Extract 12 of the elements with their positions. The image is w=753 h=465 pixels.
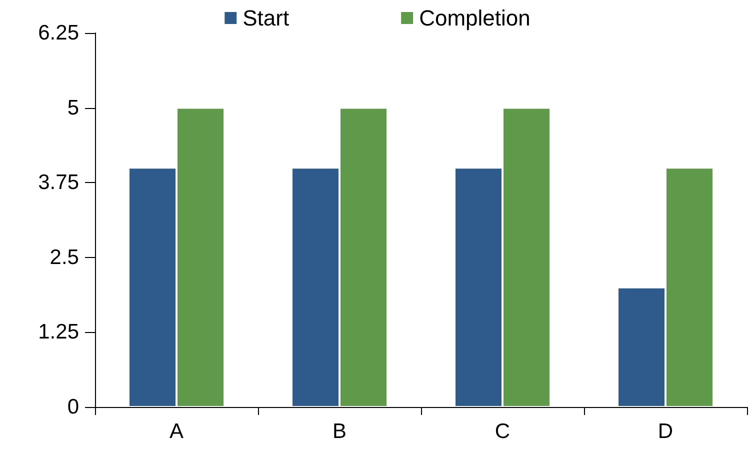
x-tick-label: B: [332, 420, 347, 443]
x-tick-label: C: [494, 420, 510, 443]
y-tick-label: 2.5: [50, 246, 79, 269]
y-tick-label: 3.75: [38, 171, 79, 194]
legend-label: Start: [242, 6, 290, 30]
y-tick-label: 1.25: [38, 320, 79, 344]
y-tick-label: 5: [67, 96, 79, 120]
legend-label: Completion: [419, 6, 530, 30]
x-tick-label: A: [169, 420, 184, 443]
x-tick-label: D: [658, 420, 674, 443]
y-tick-label: 6.25: [38, 22, 79, 44]
y-tick-label: 0: [67, 396, 79, 418]
